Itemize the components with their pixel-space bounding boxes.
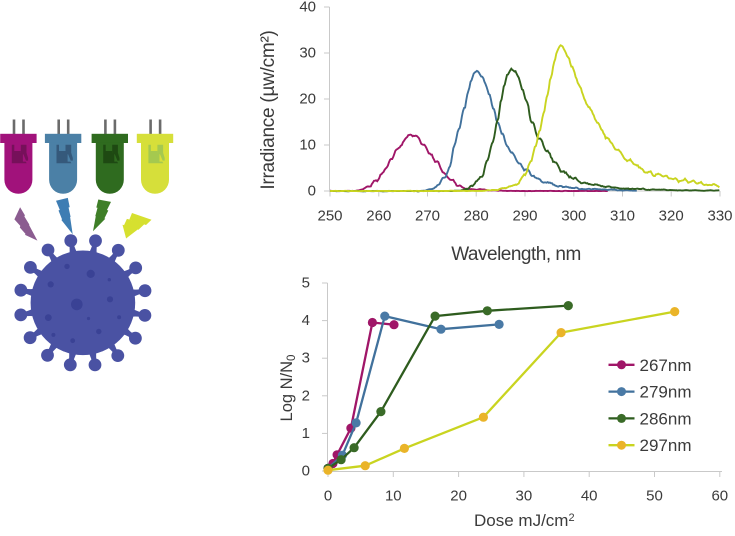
svg-text:5: 5 — [302, 275, 310, 292]
svg-text:40: 40 — [299, 0, 316, 16]
svg-text:280: 280 — [464, 208, 489, 225]
svg-text:310: 310 — [610, 208, 635, 225]
svg-text:Log N/N0: Log N/N0 — [278, 355, 298, 422]
svg-text:Wavelength, nm: Wavelength, nm — [451, 244, 581, 265]
svg-text:297nm: 297nm — [640, 436, 692, 455]
svg-text:Irradiance (µw/cm²): Irradiance (µw/cm²) — [258, 30, 279, 189]
svg-text:330: 330 — [707, 208, 732, 225]
svg-text:2: 2 — [302, 387, 310, 404]
svg-text:300: 300 — [561, 208, 586, 225]
svg-text:286nm: 286nm — [640, 409, 692, 428]
svg-text:0: 0 — [308, 183, 316, 200]
svg-text:260: 260 — [366, 208, 391, 225]
svg-text:290: 290 — [512, 208, 537, 225]
svg-text:250: 250 — [317, 208, 342, 225]
svg-text:320: 320 — [659, 208, 684, 225]
svg-text:60: 60 — [711, 488, 728, 505]
svg-text:0: 0 — [302, 463, 310, 480]
svg-text:30: 30 — [516, 488, 533, 505]
svg-text:20: 20 — [450, 488, 467, 505]
svg-text:40: 40 — [581, 488, 598, 505]
svg-text:267nm: 267nm — [640, 356, 692, 375]
svg-text:Dose mJ/cm2: Dose mJ/cm2 — [474, 511, 575, 530]
svg-text:10: 10 — [385, 488, 402, 505]
svg-text:10: 10 — [299, 137, 316, 154]
svg-text:1: 1 — [302, 425, 310, 442]
svg-text:4: 4 — [302, 312, 310, 329]
svg-text:50: 50 — [646, 488, 663, 505]
svg-text:20: 20 — [299, 91, 316, 108]
svg-text:270: 270 — [415, 208, 440, 225]
svg-text:0: 0 — [324, 488, 332, 505]
svg-text:279nm: 279nm — [640, 383, 692, 402]
svg-text:3: 3 — [302, 350, 310, 367]
svg-text:30: 30 — [299, 45, 316, 62]
